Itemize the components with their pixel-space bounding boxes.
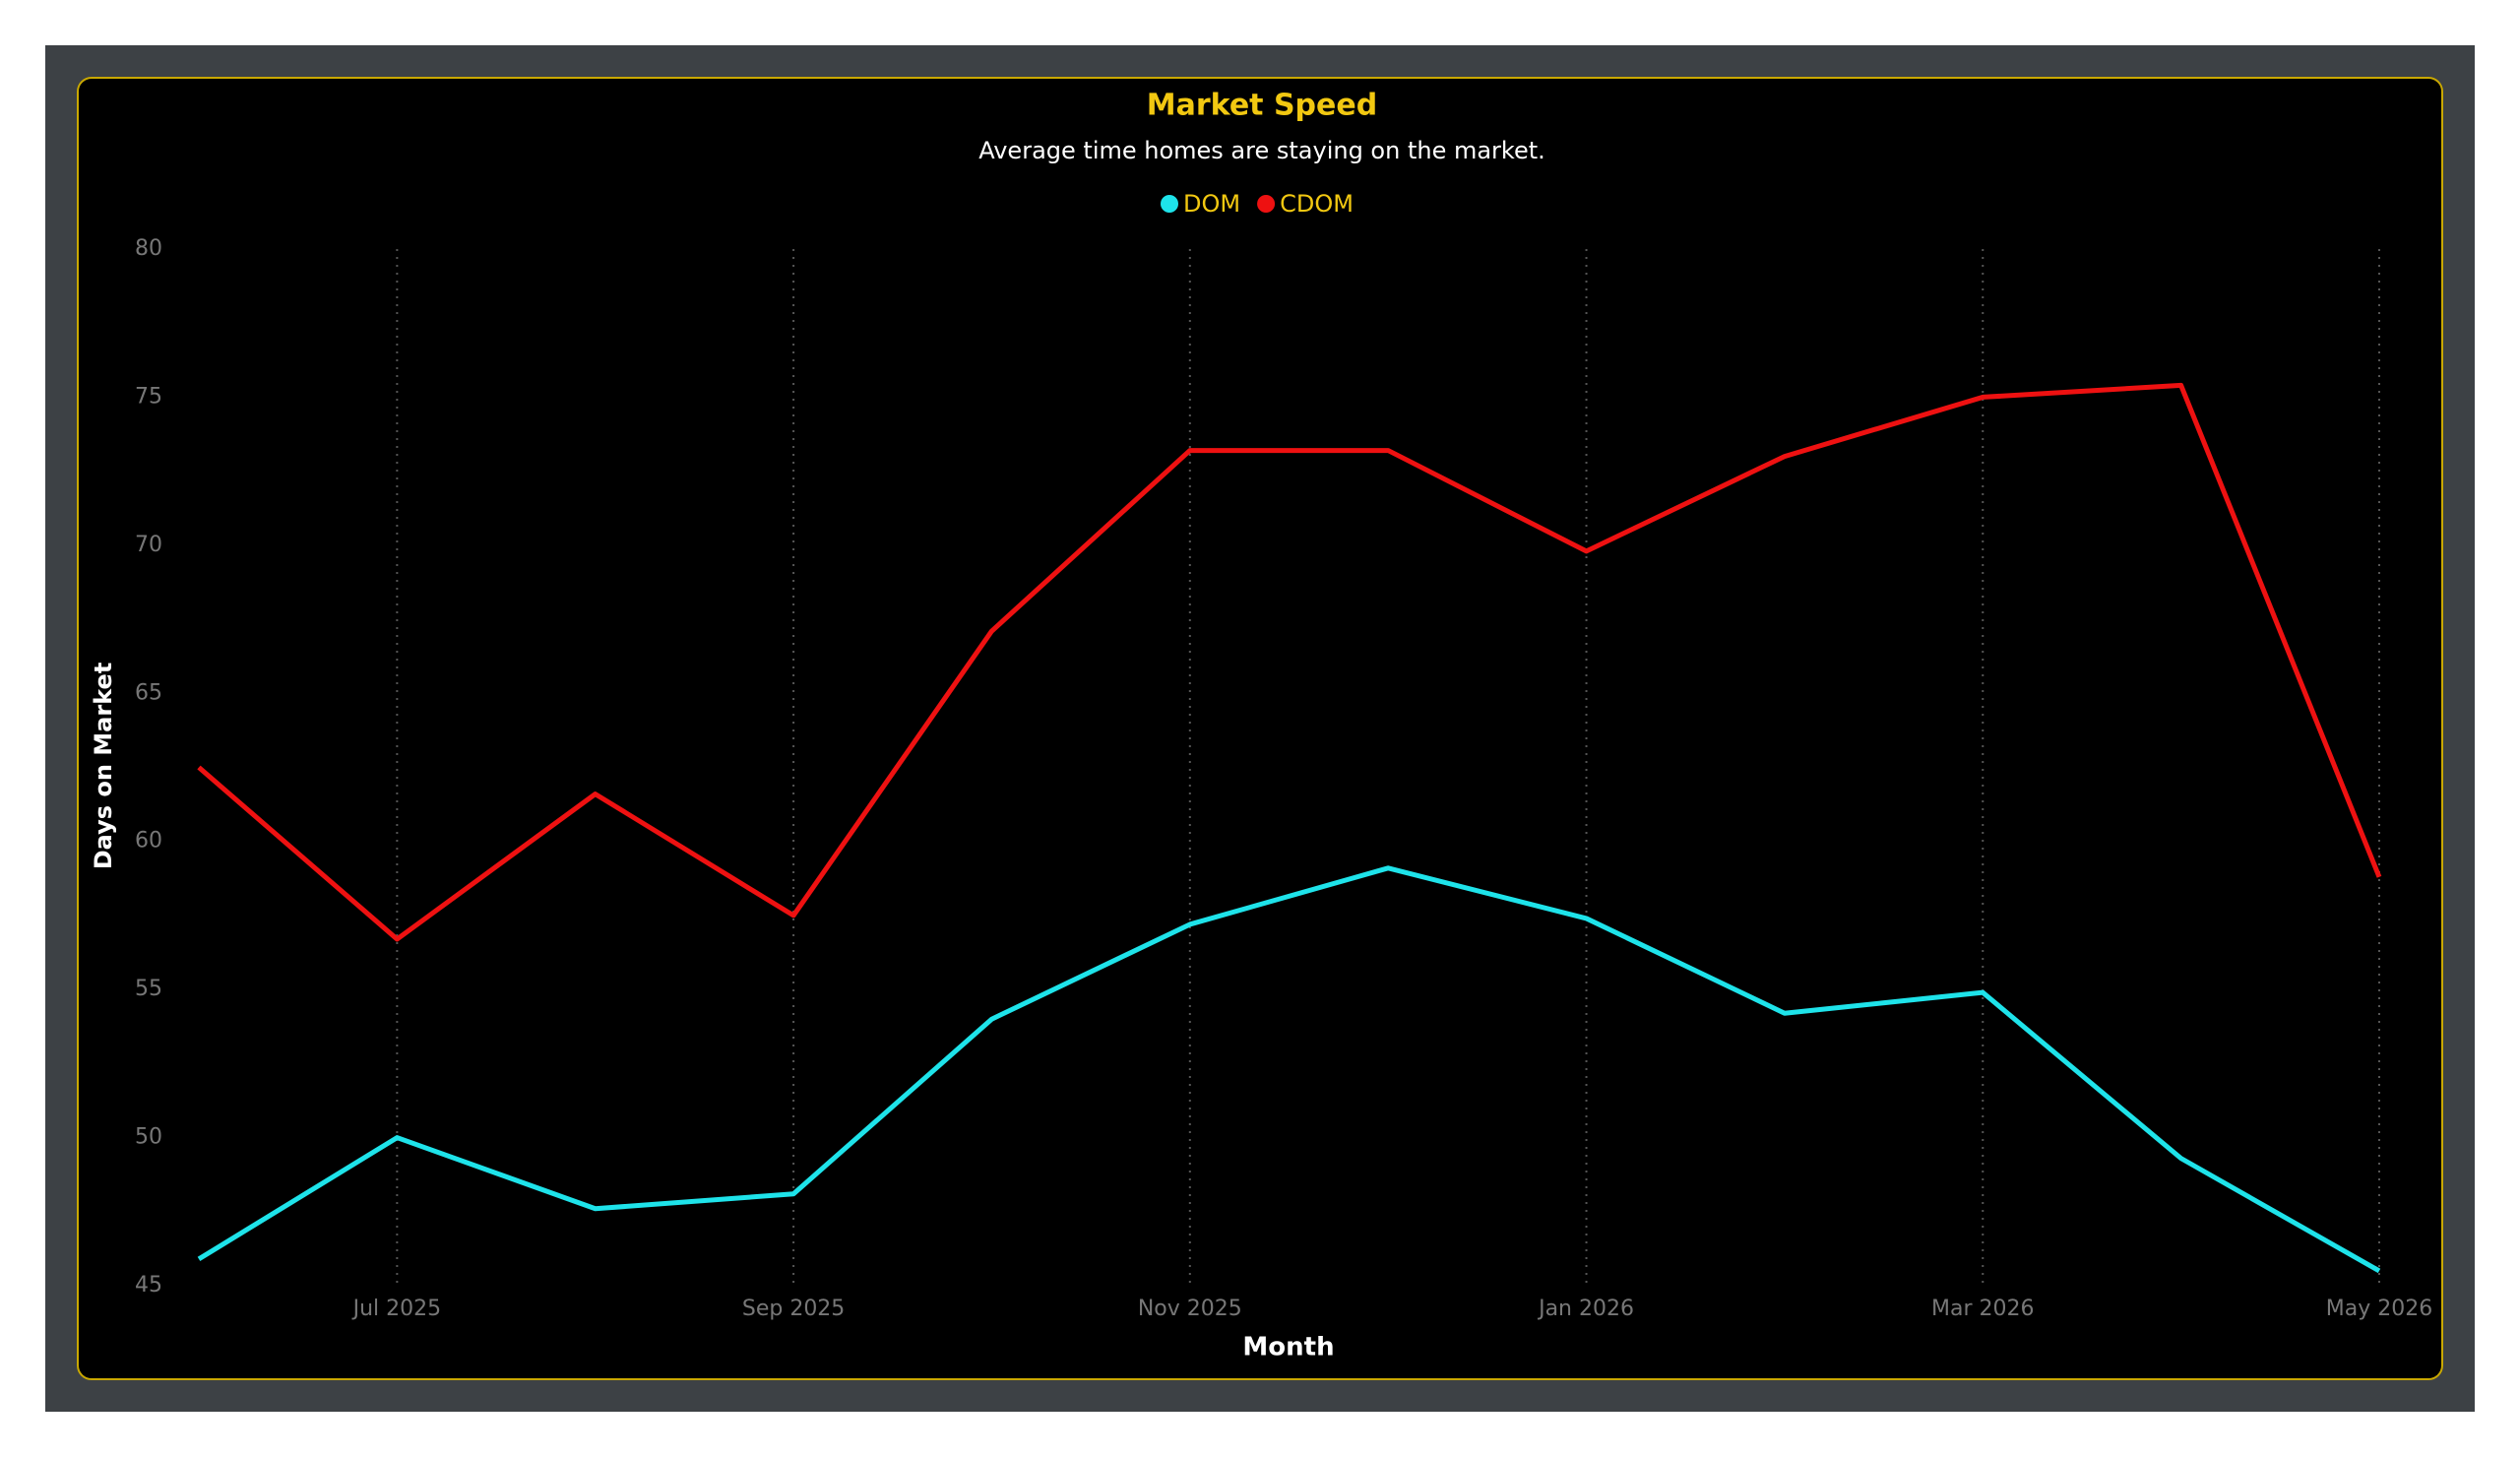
x-tick-label: Mar 2026 xyxy=(1931,1297,2035,1321)
y-tick-label: 80 xyxy=(135,236,162,261)
line-series xyxy=(197,865,2381,1274)
y-axis-title: Days on Market xyxy=(90,663,117,870)
x-tick-label: Jan 2026 xyxy=(1537,1297,1634,1321)
y-tick-label: 60 xyxy=(135,829,162,854)
y-tick-label: 45 xyxy=(135,1273,162,1298)
line-series xyxy=(197,382,2382,942)
x-tick-label: May 2026 xyxy=(2326,1297,2432,1321)
y-tick-label: 50 xyxy=(135,1125,162,1150)
legend-label: DOM xyxy=(1183,190,1240,218)
x-tick-label: Sep 2025 xyxy=(742,1297,845,1321)
x-tick-label: Jul 2025 xyxy=(351,1297,442,1321)
legend-label: CDOM xyxy=(1280,190,1354,218)
chart-subtitle: Average time homes are staying on the ma… xyxy=(978,137,1545,164)
chart-title: Market Speed xyxy=(1147,89,1377,123)
y-tick-label: 70 xyxy=(135,533,162,557)
y-tick-label: 55 xyxy=(135,977,162,1001)
legend-marker xyxy=(1257,195,1276,213)
x-tick-label: Nov 2025 xyxy=(1138,1297,1242,1321)
y-tick-label: 65 xyxy=(135,680,162,705)
x-axis-title: Month xyxy=(1242,1333,1334,1362)
y-tick-label: 75 xyxy=(135,384,162,409)
legend-marker xyxy=(1161,195,1178,213)
card xyxy=(77,77,2443,1380)
